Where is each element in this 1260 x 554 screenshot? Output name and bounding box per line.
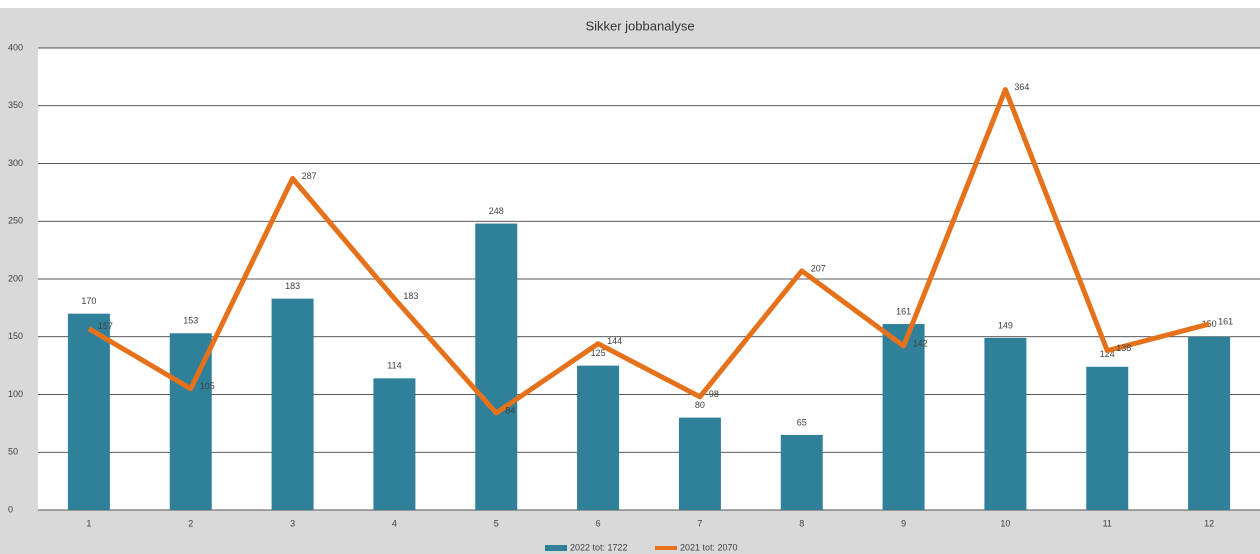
data-label: 183: [285, 281, 300, 291]
bar: [373, 378, 416, 510]
x-tick-label: 11: [1103, 518, 1112, 528]
data-label: 248: [489, 206, 504, 216]
data-label: 84: [505, 405, 515, 415]
y-tick-label: 200: [8, 273, 23, 283]
data-label: 125: [591, 348, 606, 358]
bar: [780, 434, 823, 510]
x-tick-label: 8: [799, 518, 804, 528]
y-tick-label: 350: [8, 100, 23, 110]
data-label: 207: [811, 263, 826, 273]
x-tick-label: 7: [697, 518, 702, 528]
data-label: 124: [1100, 349, 1115, 359]
bar: [67, 313, 110, 510]
chart-title: Sikker jobbanalyse: [585, 18, 694, 33]
data-label: 170: [81, 296, 96, 306]
line: [87, 87, 1210, 416]
y-tick-label: 0: [8, 504, 13, 514]
data-label: 98: [709, 389, 719, 399]
bar: [475, 223, 518, 510]
x-tick-label: 2: [188, 518, 193, 528]
bar: [271, 298, 314, 510]
data-label: 80: [695, 400, 705, 410]
data-label: 157: [98, 321, 113, 331]
x-tick-label: 1: [86, 518, 91, 528]
data-label: 183: [403, 291, 418, 301]
bar: [984, 337, 1027, 510]
x-tick-label: 5: [494, 518, 499, 528]
x-tick-label: 4: [392, 518, 397, 528]
data-label: 144: [607, 336, 622, 346]
x-tick-label: 6: [596, 518, 601, 528]
data-label: 138: [1116, 343, 1131, 353]
y-tick-label: 250: [8, 216, 23, 226]
data-label: 287: [302, 171, 317, 181]
data-label: 142: [913, 338, 928, 348]
bar: [678, 417, 721, 510]
x-tick-label: 10: [1000, 518, 1010, 528]
data-label: 161: [896, 306, 911, 316]
y-tick-label: 150: [8, 331, 23, 341]
y-tick-label: 400: [8, 42, 23, 52]
x-tick-label: 12: [1204, 518, 1214, 528]
x-tick-label: 9: [901, 518, 906, 528]
legend-swatch: [545, 545, 567, 551]
data-label: 114: [387, 361, 401, 371]
bar: [1086, 366, 1129, 510]
data-label: 105: [200, 381, 215, 391]
bar: [882, 324, 925, 510]
y-tick-label: 50: [8, 447, 18, 457]
data-label: 149: [998, 320, 1013, 330]
y-tick-label: 100: [8, 389, 23, 399]
y-tick-label: 300: [8, 158, 23, 168]
data-label: 161: [1218, 316, 1233, 326]
data-label: 364: [1014, 82, 1029, 92]
legend-label: 2022 tot: 1722: [570, 542, 628, 552]
data-label: 65: [797, 417, 807, 427]
data-label: 153: [183, 316, 198, 326]
bar: [1188, 336, 1231, 510]
legend-label: 2021 tot: 2070: [680, 542, 738, 552]
bar: [577, 365, 620, 510]
x-tick-label: 3: [290, 518, 295, 528]
